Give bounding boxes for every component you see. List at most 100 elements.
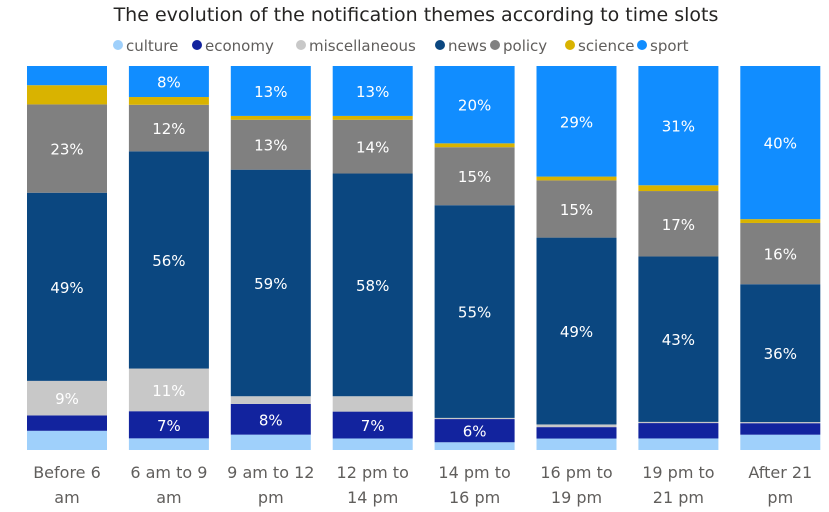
bar-segment-policy[interactable] — [27, 104, 107, 193]
bar-segment-policy[interactable] — [230, 119, 311, 170]
legend-label-sport[interactable]: sport — [650, 37, 689, 55]
bar-segment-sport[interactable] — [536, 66, 617, 177]
bar-segment-culture[interactable] — [27, 430, 107, 450]
bar-segment-miscellaneous[interactable] — [27, 380, 107, 416]
x-tick-label: 6 am to 9 — [130, 463, 207, 482]
bar-segment-policy[interactable] — [740, 222, 821, 285]
bar-segment-sport[interactable] — [332, 66, 413, 116]
data-label: 49% — [560, 323, 593, 341]
bar-stack: 8% 59% 13% 13% — [230, 66, 311, 450]
data-label: 13% — [254, 83, 287, 101]
bar-segment-culture[interactable] — [536, 438, 617, 450]
data-label: 13% — [254, 137, 287, 155]
bar-segment-policy[interactable] — [536, 180, 617, 238]
x-tick-label: am — [156, 488, 181, 507]
bar-segment-miscellaneous[interactable] — [230, 396, 311, 404]
x-tick-label: 21 pm — [653, 488, 704, 507]
bar-segment-sport[interactable] — [434, 66, 515, 144]
x-tick-label: Before 6 — [33, 463, 101, 482]
bar-segment-economy[interactable] — [536, 427, 617, 439]
bar-segment-culture[interactable] — [638, 438, 719, 450]
legend-marker-policy — [490, 40, 500, 50]
bar-segment-culture[interactable] — [332, 438, 413, 450]
bar-segment-sport[interactable] — [27, 66, 107, 86]
data-label: 16% — [764, 246, 797, 264]
data-label: 9% — [55, 390, 79, 408]
bar-segment-culture[interactable] — [434, 442, 515, 450]
data-label: 15% — [458, 168, 491, 186]
bar-segment-news[interactable] — [638, 256, 719, 422]
bar-segment-science[interactable] — [27, 85, 107, 105]
bar-segment-science[interactable] — [230, 115, 311, 120]
bar-segment-news[interactable] — [536, 237, 617, 425]
bar-stack: 36% 16% 40% — [740, 66, 821, 450]
legend-label-policy[interactable]: policy — [503, 37, 547, 55]
bar-segment-miscellaneous[interactable] — [332, 396, 413, 412]
bar-segment-sport[interactable] — [230, 66, 311, 116]
x-tick-label: am — [54, 488, 79, 507]
bar-segment-sport[interactable] — [638, 66, 719, 186]
data-label: 43% — [662, 331, 695, 349]
bar-segment-news[interactable] — [434, 205, 515, 418]
x-tick-label: 14 pm to — [438, 463, 510, 482]
bar-segment-news[interactable] — [740, 284, 821, 423]
bar-segment-policy[interactable] — [128, 104, 209, 152]
bar-segment-economy[interactable] — [740, 423, 821, 435]
bar-segment-science[interactable] — [434, 143, 515, 148]
legend-marker-miscellaneous — [296, 40, 306, 50]
bar-segment-economy[interactable] — [434, 419, 515, 443]
bar-segment-miscellaneous[interactable] — [434, 417, 515, 420]
bar-segment-policy[interactable] — [332, 119, 413, 174]
legend-label-miscellaneous[interactable]: miscellaneous — [309, 37, 416, 55]
bar-segment-miscellaneous[interactable] — [740, 422, 821, 424]
data-label: 40% — [764, 135, 797, 153]
bar-segment-economy[interactable] — [128, 411, 209, 439]
bar-segment-science[interactable] — [332, 115, 413, 120]
legend-label-economy[interactable]: economy — [205, 37, 274, 55]
bar-segment-policy[interactable] — [638, 191, 719, 257]
data-label: 59% — [254, 275, 287, 293]
bar-segment-policy[interactable] — [434, 147, 515, 206]
bar-segment-culture[interactable] — [128, 438, 209, 450]
bar-segment-science[interactable] — [740, 219, 821, 223]
data-label: 36% — [764, 345, 797, 363]
bar-segment-sport[interactable] — [128, 66, 209, 98]
chart-title: The evolution of the notification themes… — [113, 4, 719, 26]
data-label: 20% — [458, 97, 491, 115]
data-label: 29% — [560, 113, 593, 131]
bar-segment-news[interactable] — [332, 173, 413, 397]
bar-segment-miscellaneous[interactable] — [536, 424, 617, 428]
bar-segment-economy[interactable] — [230, 403, 311, 435]
data-label: 49% — [50, 279, 83, 297]
data-label: 7% — [361, 417, 385, 435]
legend-marker-economy — [192, 40, 202, 50]
x-tick-label: 16 pm to — [540, 463, 612, 482]
bar-segment-miscellaneous[interactable] — [638, 421, 719, 424]
x-tick-label: 16 pm — [449, 488, 500, 507]
bar-segment-miscellaneous[interactable] — [128, 368, 209, 412]
legend-label-news[interactable]: news — [448, 37, 487, 55]
bar-stack: 7% 58% 14% 13% — [332, 66, 413, 450]
x-tick-label: 19 pm — [551, 488, 602, 507]
bar-segment-news[interactable] — [128, 151, 209, 369]
bar-segment-news[interactable] — [27, 192, 107, 381]
bar-segment-science[interactable] — [536, 176, 617, 181]
bar-segment-science[interactable] — [638, 185, 719, 192]
legend-label-culture[interactable]: culture — [126, 37, 178, 55]
data-label: 14% — [356, 139, 389, 157]
legend-label-science[interactable]: science — [578, 37, 634, 55]
bar-segment-culture[interactable] — [230, 434, 311, 450]
bar-segment-economy[interactable] — [27, 415, 107, 431]
x-tick-label: After 21 — [748, 463, 812, 482]
bar-segment-sport[interactable] — [740, 66, 821, 220]
data-label: 31% — [662, 118, 695, 136]
bar-segment-economy[interactable] — [638, 423, 719, 439]
bar-segment-news[interactable] — [230, 169, 311, 397]
bar-segment-economy[interactable] — [332, 411, 413, 439]
legend-marker-science — [565, 40, 575, 50]
legend-marker-culture — [113, 40, 123, 50]
bar-segment-science[interactable] — [128, 97, 209, 105]
bar-segment-culture[interactable] — [740, 434, 821, 450]
data-label: 17% — [662, 216, 695, 234]
